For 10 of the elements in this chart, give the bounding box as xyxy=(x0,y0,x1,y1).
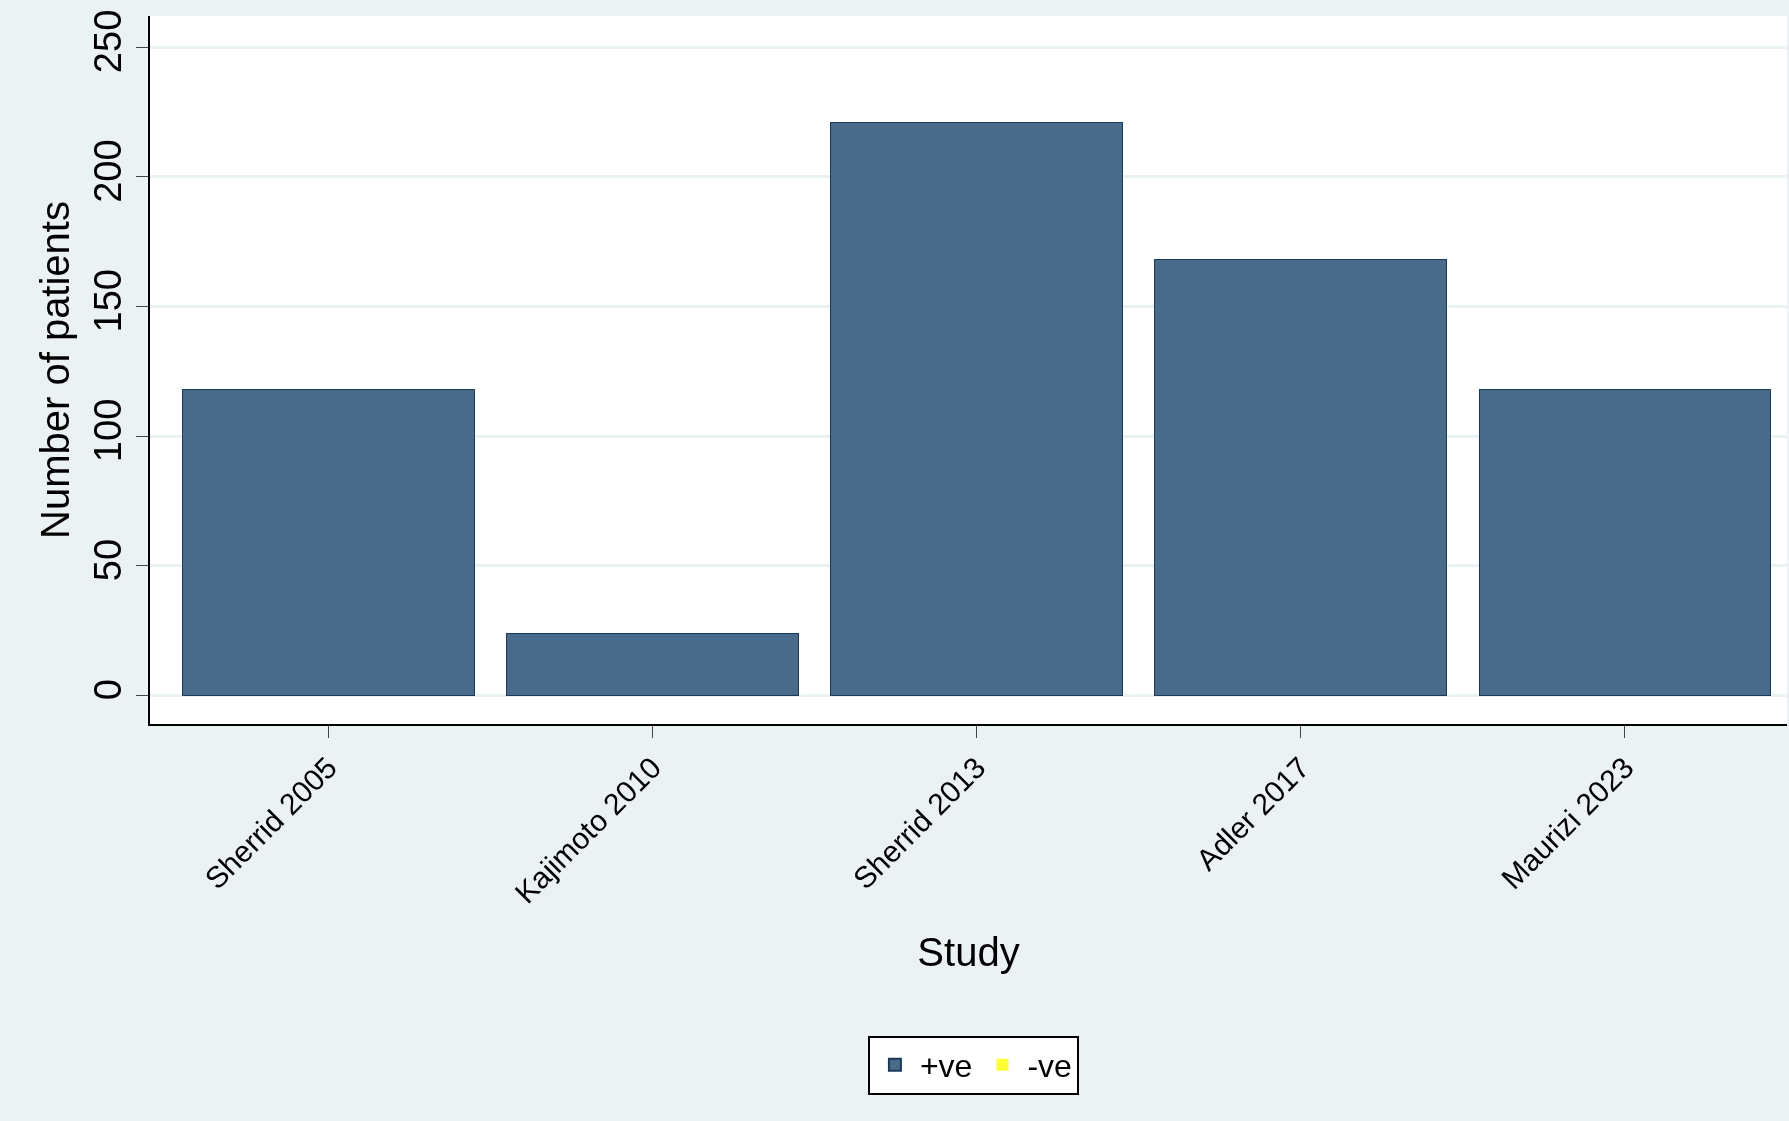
y-tick-label: 0 xyxy=(86,679,129,701)
y-tick-label: 200 xyxy=(86,139,129,203)
y-tick-label: 50 xyxy=(86,538,129,582)
legend-label: +ve xyxy=(919,1048,973,1085)
y-tick-label: 250 xyxy=(86,9,129,74)
x-axis-title: Study xyxy=(917,930,1020,975)
y-axis-title: Number of patients xyxy=(32,201,77,539)
y-tick-label: 150 xyxy=(86,269,129,333)
legend-label: -ve xyxy=(1027,1048,1072,1085)
y-tick-label: 100 xyxy=(86,398,129,463)
